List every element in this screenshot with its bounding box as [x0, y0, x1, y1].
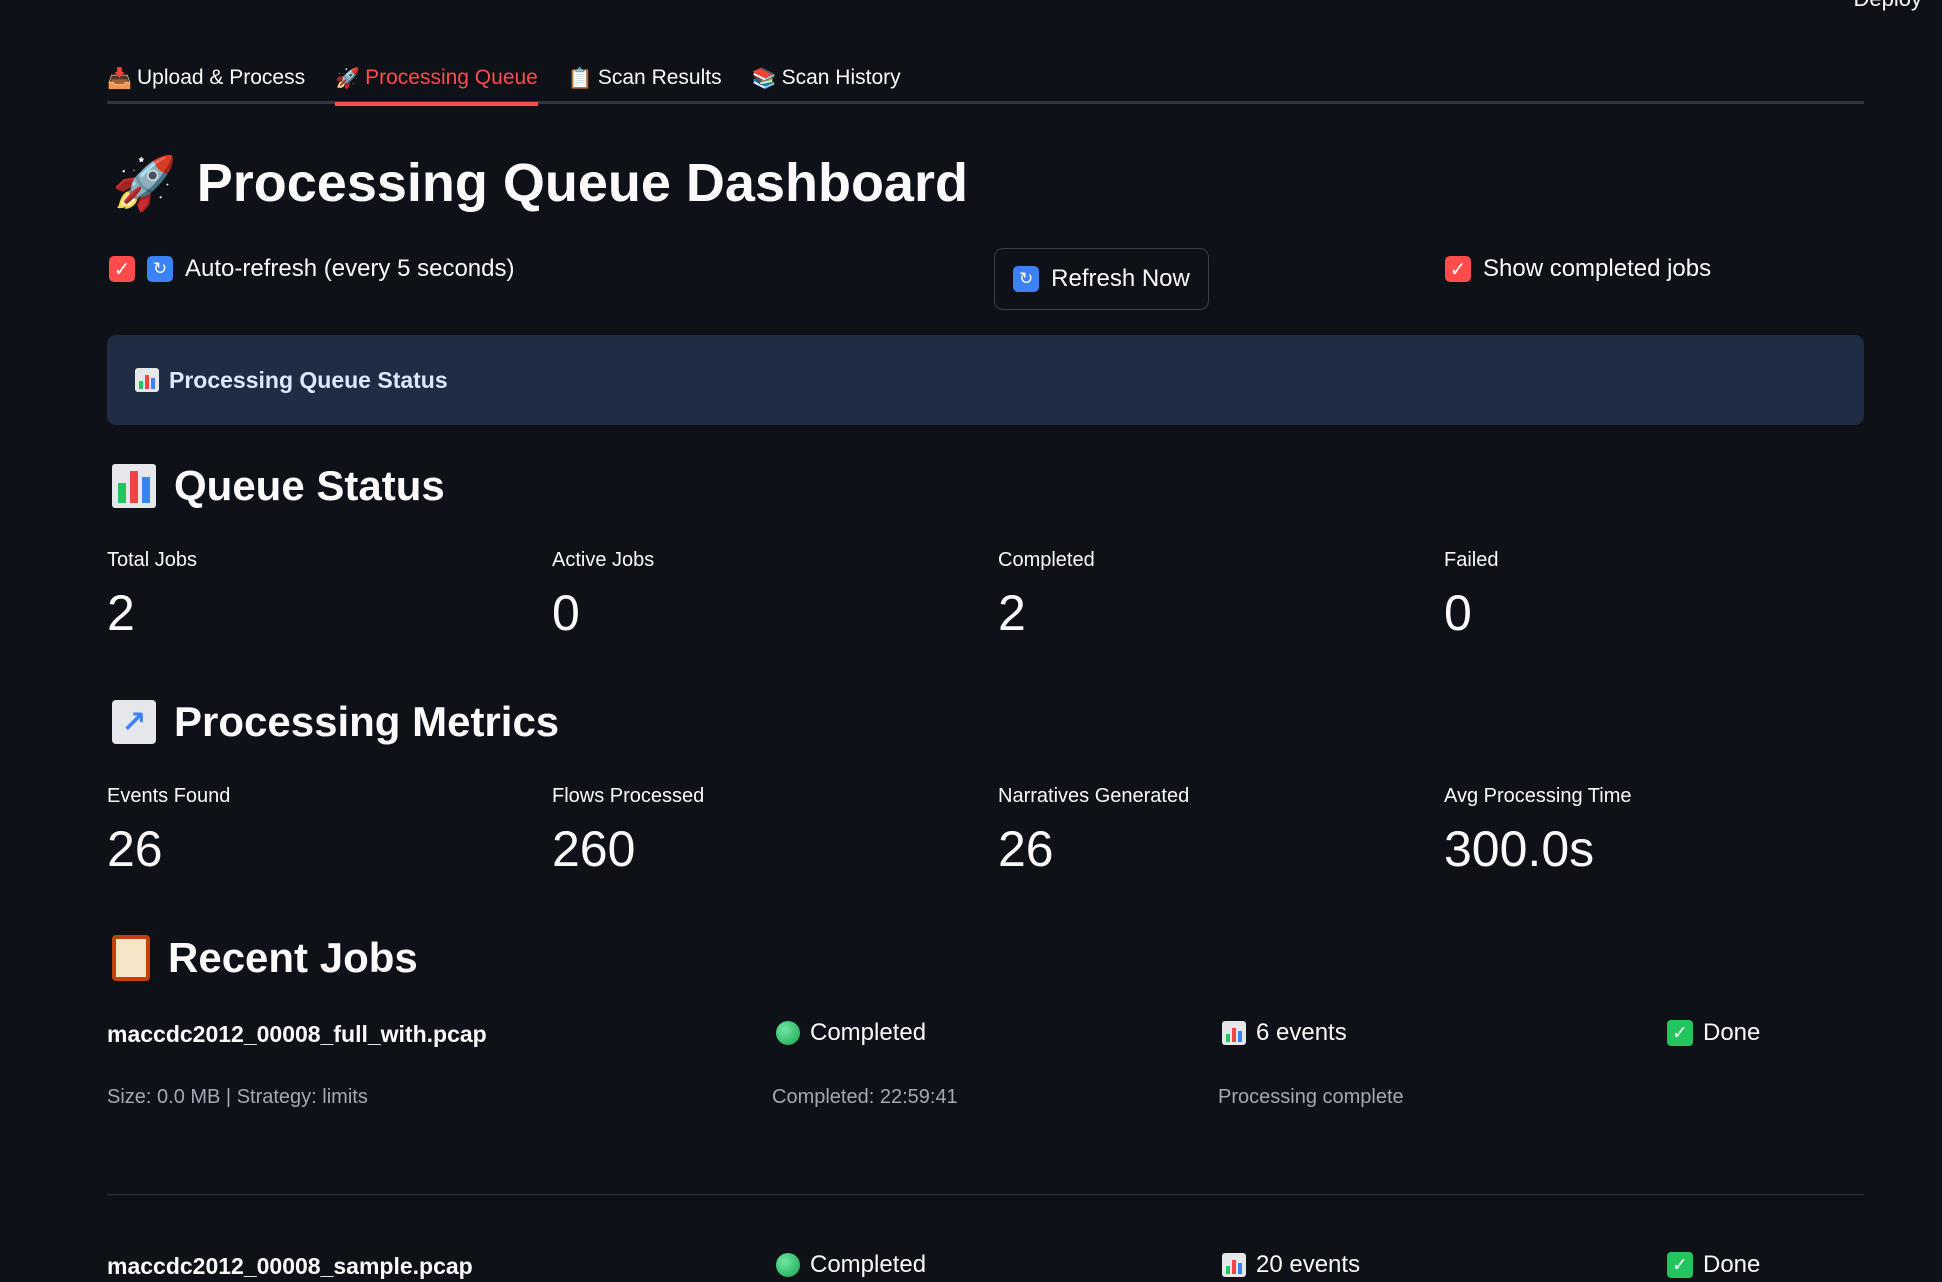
job-name: maccdc2012_00008_sample.pcap	[107, 1253, 473, 1279]
page-title-text: Processing Queue Dashboard	[196, 153, 968, 213]
refresh-icon: ↻	[1013, 266, 1040, 292]
tab-label: Upload & Process	[137, 66, 306, 89]
metric-value: 26	[998, 821, 1054, 877]
refresh-now-label: Refresh Now	[1051, 265, 1190, 292]
job-name: maccdc2012_00008_full_with.pcap	[107, 1021, 487, 1047]
job-completed-time: Completed: 22:59:41	[772, 1086, 958, 1108]
chart-increasing-icon: ↗	[112, 700, 156, 744]
green-circle-icon	[776, 1021, 800, 1045]
metric-value: 2	[107, 585, 135, 641]
checkmark-icon: ✓	[109, 256, 135, 282]
refresh-icon: ↻	[147, 256, 173, 282]
metric-active-jobs: Active Jobs 0	[552, 549, 654, 638]
auto-refresh-checkbox[interactable]: ✓ ↻ Auto-refresh (every 5 seconds)	[109, 255, 514, 283]
metric-label: Avg Processing Time	[1444, 785, 1632, 807]
metric-avg-processing-time: Avg Processing Time 300.0s	[1444, 785, 1632, 874]
info-box-text: Processing Queue Status	[169, 366, 448, 393]
metric-value: 260	[552, 821, 636, 877]
metric-value: 0	[552, 585, 580, 641]
page-title: 🚀 Processing Queue Dashboard	[112, 152, 968, 214]
metric-label: Narratives Generated	[998, 785, 1190, 807]
metric-label: Flows Processed	[552, 785, 705, 807]
tab-processing-queue[interactable]: 🚀 Processing Queue	[335, 40, 538, 106]
processing-metrics-heading: ↗ Processing Metrics	[112, 698, 559, 746]
metric-value: 26	[107, 821, 163, 877]
tab-bar: 📥 Upload & Process 🚀 Processing Queue 📋 …	[107, 40, 1864, 106]
job-events: 20 events	[1222, 1251, 1360, 1279]
job-done-text: Done	[1703, 1251, 1761, 1278]
show-completed-label: Show completed jobs	[1483, 255, 1712, 282]
metric-label: Active Jobs	[552, 549, 655, 571]
check-mark-button-icon: ✓	[1667, 1020, 1693, 1046]
inbox-tray-icon: 📥	[107, 67, 132, 90]
bar-chart-icon	[112, 464, 156, 508]
tab-scan-history[interactable]: 📚 Scan History	[752, 40, 901, 103]
deploy-button[interactable]: Deploy	[1854, 0, 1922, 12]
rocket-icon: 🚀	[335, 67, 360, 90]
job-message: Processing complete	[1218, 1086, 1404, 1108]
check-mark-button-icon: ✓	[1667, 1252, 1693, 1278]
bar-chart-icon	[135, 368, 159, 392]
section-title: Processing Metrics	[174, 698, 560, 745]
metric-label: Completed	[998, 549, 1095, 571]
show-completed-checkbox[interactable]: ✓ Show completed jobs	[1445, 255, 1711, 283]
tab-label: Scan History	[781, 66, 901, 89]
books-icon: 📚	[751, 67, 777, 90]
job-done: ✓ Done	[1667, 1251, 1760, 1279]
metric-label: Failed	[1444, 549, 1499, 571]
metric-narratives-generated: Narratives Generated 26	[998, 785, 1189, 874]
queue-status-heading: Queue Status	[112, 462, 445, 510]
refresh-now-button[interactable]: ↻ Refresh Now	[994, 248, 1209, 310]
job-done: ✓ Done	[1667, 1019, 1760, 1047]
info-box: Processing Queue Status	[107, 335, 1864, 425]
rocket-icon: 🚀	[112, 154, 177, 213]
checkmark-icon: ✓	[1445, 256, 1471, 282]
tab-label: Processing Queue	[365, 66, 538, 89]
metric-value: 0	[1444, 585, 1472, 641]
tab-scan-results[interactable]: 📋 Scan Results	[568, 40, 722, 103]
job-status-text: Completed	[810, 1251, 927, 1278]
metric-label: Events Found	[107, 785, 231, 807]
job-status-text: Completed	[810, 1019, 927, 1046]
metric-completed: Completed 2	[998, 549, 1095, 638]
clipboard-icon: 📋	[567, 67, 593, 90]
job-events-text: 20 events	[1256, 1251, 1361, 1278]
job-events-text: 6 events	[1256, 1019, 1347, 1046]
section-title: Recent Jobs	[168, 934, 418, 981]
job-meta: Size: 0.0 MB | Strategy: limits	[107, 1086, 368, 1108]
tab-upload-process[interactable]: 📥 Upload & Process	[107, 40, 305, 103]
metric-total-jobs: Total Jobs 2	[107, 549, 197, 638]
auto-refresh-label: Auto-refresh (every 5 seconds)	[185, 255, 515, 282]
job-done-text: Done	[1703, 1019, 1761, 1046]
green-circle-icon	[776, 1253, 800, 1277]
metric-flows-processed: Flows Processed 260	[552, 785, 704, 874]
job-status: Completed	[776, 1251, 926, 1279]
bar-chart-icon	[1222, 1021, 1246, 1045]
metric-label: Total Jobs	[107, 549, 198, 571]
recent-jobs-heading: Recent Jobs	[112, 934, 418, 982]
job-events: 6 events	[1222, 1019, 1347, 1047]
metric-value: 300.0s	[1444, 821, 1595, 877]
metric-failed: Failed 0	[1444, 549, 1498, 638]
tab-label: Scan Results	[597, 66, 722, 89]
section-title: Queue Status	[174, 462, 445, 509]
metric-value: 2	[998, 585, 1026, 641]
job-status: Completed	[776, 1019, 926, 1047]
divider	[107, 1194, 1864, 1195]
bar-chart-icon	[1222, 1253, 1246, 1277]
clipboard-icon	[112, 935, 150, 981]
metric-events-found: Events Found 26	[107, 785, 230, 874]
